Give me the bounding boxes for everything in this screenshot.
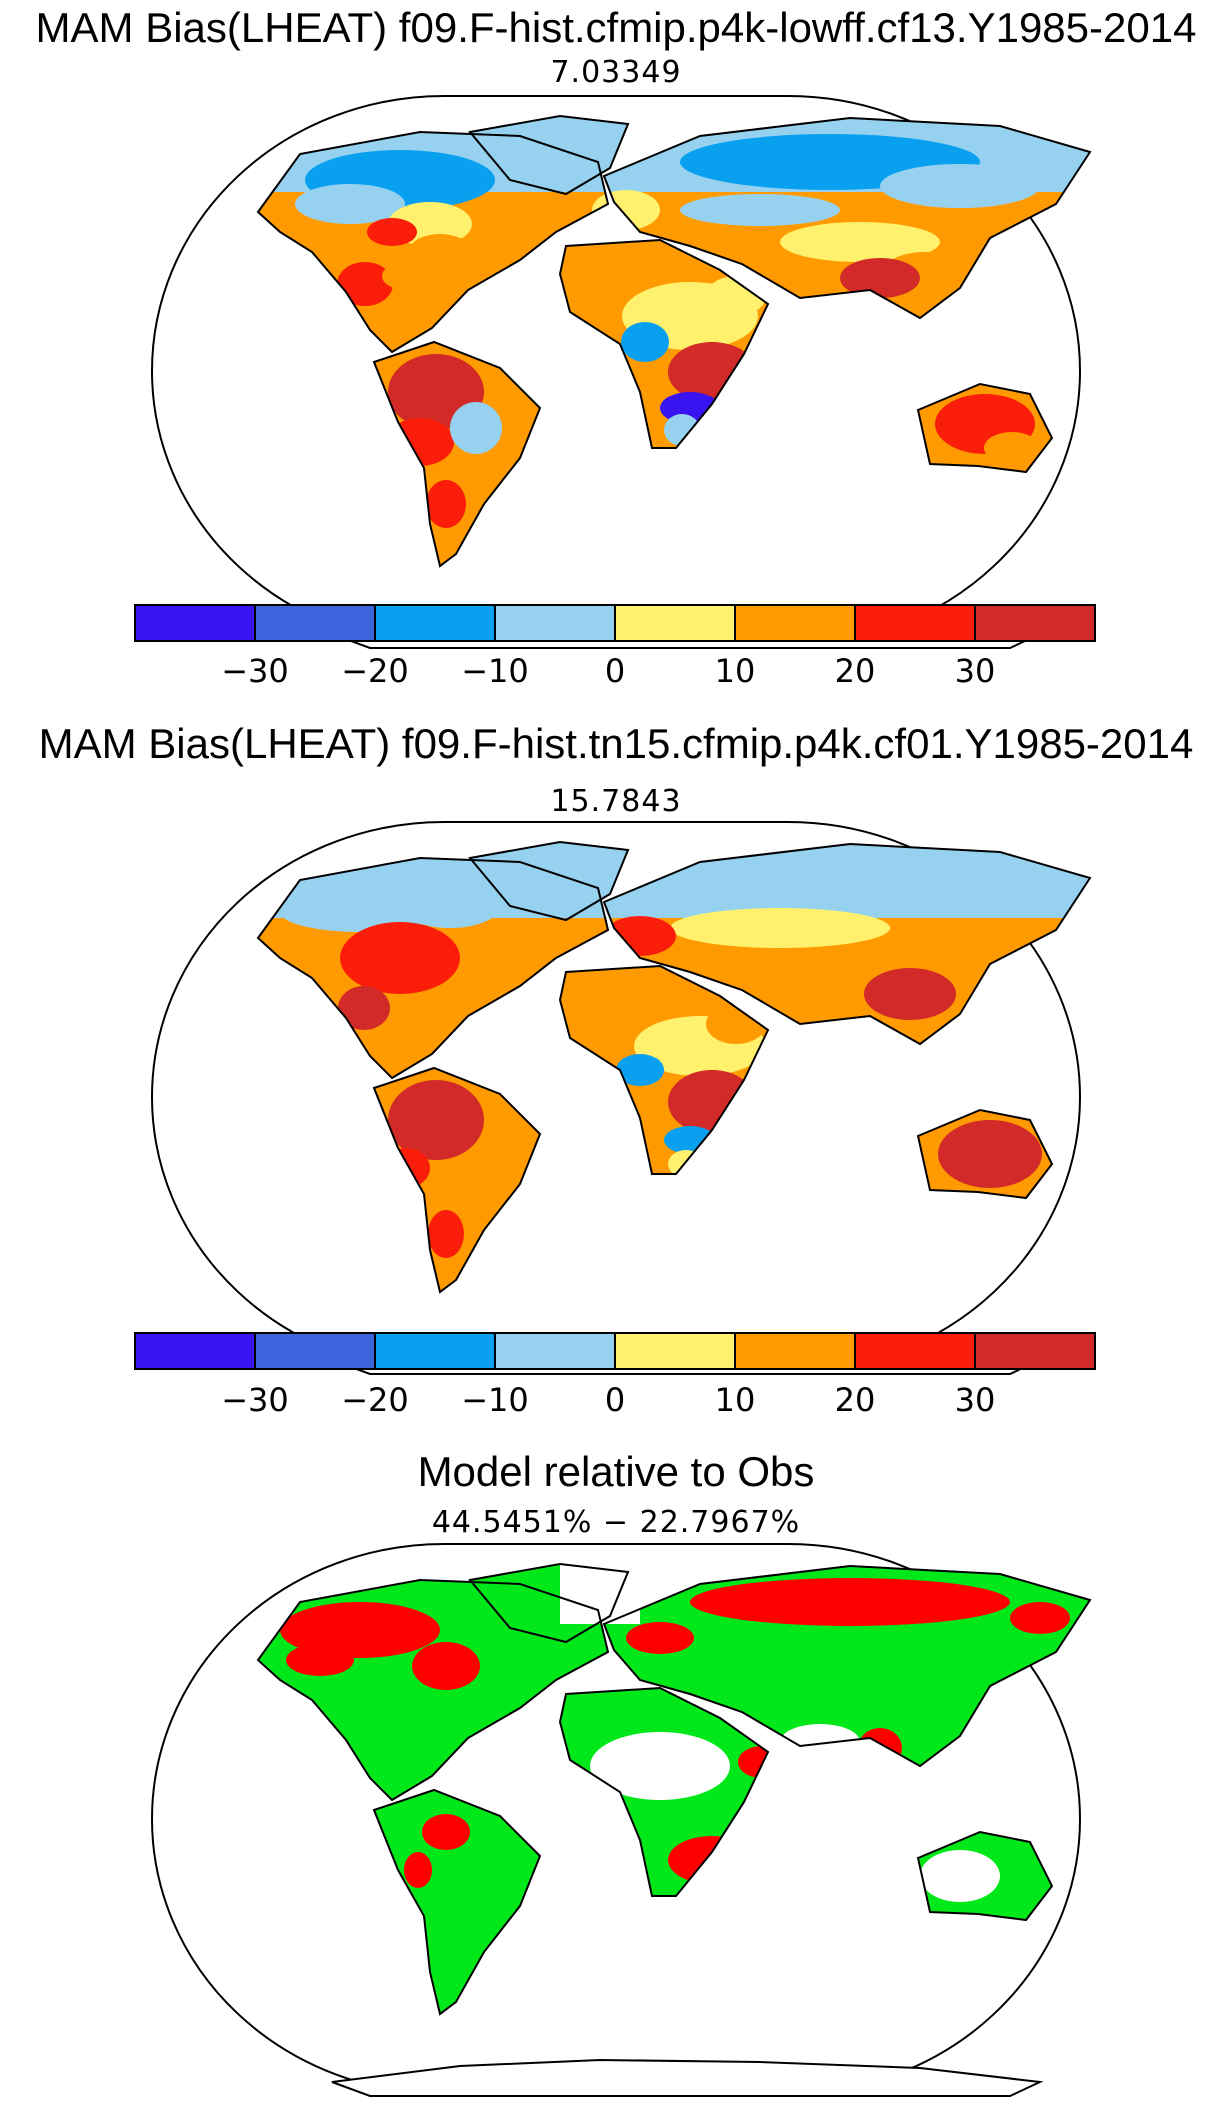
panel3-percentages: 44.5451% − 22.7967%: [431, 1505, 801, 1540]
colorbar-swatch: [734, 604, 856, 642]
colorbar-tick-label: 0: [604, 652, 626, 690]
colorbar-svg: [134, 1332, 1096, 1370]
coastline-greenland: [468, 840, 630, 922]
panel2-colorbar-ticks: −30 −20 −10 0 10 20 30: [0, 1380, 1232, 1420]
coastline-eurasia: [602, 1564, 1092, 1768]
panel2-title: MAM Bias(LHEAT) f09.F-hist.tn15.cfmip.p4…: [38, 720, 1194, 767]
colorbar-swatch: [494, 1332, 616, 1370]
panel1-title: MAM Bias(LHEAT) f09.F-hist.cfmip.p4k-low…: [35, 4, 1197, 51]
coastline-australia: [916, 1830, 1054, 1922]
colorbar-tick-label: 30: [954, 1381, 996, 1419]
colorbar-swatch: [254, 604, 376, 642]
colorbar-swatch: [614, 604, 736, 642]
coastline-eurasia: [602, 842, 1092, 1046]
colorbar-swatch: [134, 604, 256, 642]
panel1-map: [0, 92, 1232, 652]
colorbar-swatch: [854, 604, 976, 642]
coastline-northAmerica: [256, 856, 610, 1080]
colorbar-tick-label: −20: [341, 652, 409, 690]
panel1-rmse: 7.03349: [550, 55, 682, 90]
colorbar-tick-label: 20: [834, 1381, 876, 1419]
coastline-australia: [916, 382, 1054, 474]
colorbar-tick-label: 30: [954, 652, 996, 690]
panel2-rmse: 15.7843: [550, 784, 682, 819]
colorbar-swatch: [734, 1332, 856, 1370]
colorbar-tick-label: −20: [341, 1381, 409, 1419]
coastline-africa: [558, 238, 770, 449]
colorbar-tick-label: −10: [461, 652, 529, 690]
coastline-africa: [558, 1686, 770, 1897]
colorbar-swatch: [854, 1332, 976, 1370]
colorbar-svg: [134, 604, 1096, 642]
panel2-colorbar: [133, 1331, 1097, 1371]
panel3-title: Model relative to Obs: [417, 1448, 815, 1495]
colorbar-tick-label: −10: [461, 1381, 529, 1419]
panel3-map: [0, 1540, 1232, 2100]
colorbar-swatch: [254, 1332, 376, 1370]
colorbar-swatch: [374, 604, 496, 642]
coastline-southAmerica: [372, 1788, 542, 2016]
colorbar-tick-label: 10: [714, 652, 756, 690]
coastline-eurasia: [602, 116, 1092, 320]
panel1-colorbar: [133, 603, 1097, 643]
colorbar-swatch: [974, 604, 1096, 642]
colorbar-tick-label: −30: [221, 1381, 289, 1419]
colorbar-tick-label: −30: [221, 652, 289, 690]
map-svg: [151, 95, 1092, 649]
colorbar-swatch: [134, 1332, 256, 1370]
coastline-greenland: [468, 1562, 630, 1644]
colorbar-swatch: [614, 1332, 736, 1370]
coastline-australia: [916, 1108, 1054, 1200]
colorbar-tick-label: 0: [604, 1381, 626, 1419]
colorbar-tick-label: 20: [834, 652, 876, 690]
panel1-colorbar-ticks: −30 −20 −10 0 10 20 30: [0, 651, 1232, 691]
colorbar-swatch: [494, 604, 616, 642]
map-svg: [151, 821, 1092, 1375]
colorbar-swatch: [374, 1332, 496, 1370]
coastline-africa: [558, 964, 770, 1175]
map-svg: [151, 1543, 1092, 2097]
panel2-map: [0, 818, 1232, 1378]
coastline-northAmerica: [256, 130, 610, 354]
colorbar-swatch: [974, 1332, 1096, 1370]
coastline-southAmerica: [372, 340, 542, 568]
coastline-greenland: [468, 114, 630, 196]
coastline-southAmerica: [372, 1066, 542, 1294]
coastline-northAmerica: [256, 1578, 610, 1802]
colorbar-tick-label: 10: [714, 1381, 756, 1419]
